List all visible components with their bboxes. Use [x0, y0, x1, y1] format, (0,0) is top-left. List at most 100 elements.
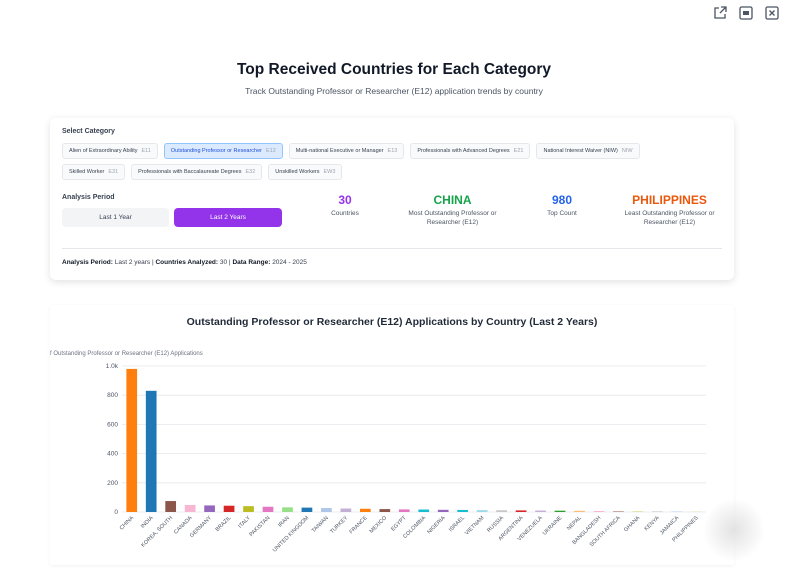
bar: [340, 508, 352, 512]
x-tick-label: MEXICO: [369, 515, 389, 535]
bar: [359, 508, 371, 512]
category-chip-label: Outstanding Professor or Researcher: [170, 148, 262, 154]
analysis-summary: Analysis Period: Last 2 years | Countrie…: [62, 259, 307, 266]
x-tick-label: ITALY: [237, 515, 252, 530]
x-tick-label: UNITED KINGDOM: [272, 515, 311, 554]
y-tick-label: 200: [107, 480, 118, 487]
category-chip[interactable]: Outstanding Professor or Researcher E12: [163, 143, 283, 159]
category-chip-code: E32: [245, 169, 256, 175]
category-chip[interactable]: Professionals with Baccalaureate Degrees…: [131, 164, 263, 180]
category-chip[interactable]: Unskilled Workers EW3: [268, 164, 343, 180]
x-tick-label: UKRAINE: [542, 515, 564, 537]
category-label: Select Category: [62, 128, 115, 135]
category-chip-code: EW3: [323, 169, 336, 175]
x-tick-label: GERMANY: [189, 515, 213, 539]
stat-most-value: CHINA: [433, 193, 472, 207]
summary-range-key: Data Range:: [232, 259, 271, 266]
stat-countries-value: 30: [338, 193, 352, 207]
period-last-2-years-button[interactable]: Last 2 Years: [174, 208, 282, 227]
chart-y-axis-label: f Outstanding Professor or Researcher (E…: [50, 351, 203, 357]
x-tick-label: TAIWAN: [311, 515, 330, 534]
bar: [282, 507, 293, 512]
bar: [535, 510, 546, 512]
external-link-icon[interactable]: [712, 5, 728, 21]
category-chip[interactable]: Alien of Extraordinary Ability E11: [62, 143, 158, 159]
stat-most-label: Most Outstanding Professor or Researcher…: [408, 210, 497, 226]
x-tick-label: VIETNAM: [464, 515, 486, 537]
category-chip-code: E31: [108, 169, 119, 175]
stat-most: CHINA Most Outstanding Professor or Rese…: [400, 193, 505, 228]
blurred-watermark: [705, 500, 763, 560]
category-chip-label: Professionals with Advanced Degrees: [417, 148, 510, 154]
bar: [262, 506, 274, 512]
summary-range-value: 2024 - 2025: [272, 259, 307, 266]
bar: [457, 509, 469, 512]
panel-divider: [62, 248, 722, 249]
close-icon[interactable]: [764, 5, 780, 21]
category-chip[interactable]: Multi-national Executive or Manager E13: [288, 143, 405, 159]
summary-countries-value: 30 |: [219, 259, 231, 266]
period-last-1-year-button[interactable]: Last 1 Year: [62, 208, 169, 227]
filter-panel: Select Category Alien of Extraordinary A…: [50, 118, 734, 280]
category-chip-label: Professionals with Baccalaureate Degrees: [138, 169, 242, 175]
x-tick-label: CHINA: [119, 515, 136, 532]
period-label: Analysis Period: [62, 194, 115, 201]
bar: [243, 506, 254, 512]
x-tick-label: PAKISTAN: [249, 515, 272, 538]
summary-countries-key: Countries Analyzed:: [155, 259, 219, 266]
y-tick-label: 400: [107, 451, 118, 458]
category-chip[interactable]: National Interest Waiver (NIW) NIW: [536, 143, 640, 159]
stat-countries-label: Countries: [331, 210, 359, 217]
bar: [184, 504, 196, 512]
bar: [126, 368, 138, 512]
bar: [398, 509, 410, 512]
bar: [379, 509, 391, 512]
category-chips: Alien of Extraordinary Ability E11 Outstan…: [62, 143, 722, 185]
bar: [593, 510, 605, 512]
x-tick-label: KENYA: [644, 515, 661, 532]
summary-period-value: Last 2 years |: [114, 259, 154, 266]
category-chip[interactable]: Professionals with Advanced Degrees E21: [410, 143, 531, 159]
summary-period-key: Analysis Period:: [62, 259, 113, 266]
x-tick-label: TURKEY: [329, 515, 349, 535]
bar: [301, 507, 313, 512]
chart-panel: [50, 305, 734, 565]
x-tick-label: GHANA: [623, 515, 641, 533]
y-tick-label: 1.0k: [106, 363, 119, 370]
bar: [574, 510, 585, 512]
bar: [496, 510, 507, 512]
category-chip-code: E13: [387, 148, 398, 154]
page-subtitle: Track Outstanding Professor or Researche…: [245, 86, 543, 96]
x-tick-label: INDIA: [140, 515, 155, 530]
x-tick-label: IRAN: [277, 515, 291, 529]
stat-top-count-label: Top Count: [547, 210, 577, 217]
stat-least: PHILIPPINES Least Outstanding Professor …: [617, 193, 722, 228]
bar: [223, 505, 235, 512]
category-chip-code: NIW: [621, 148, 633, 154]
bar: [632, 511, 644, 512]
chart-title: Outstanding Professor or Researcher (E12…: [186, 316, 598, 328]
bar: [165, 501, 177, 512]
stat-top-count: 980 Top Count: [517, 193, 607, 219]
x-tick-label: NEPAL: [566, 515, 583, 532]
y-tick-label: 800: [107, 392, 118, 399]
category-chip-label: Alien of Extraordinary Ability: [69, 148, 138, 154]
stat-top-count-value: 980: [551, 193, 573, 207]
category-chip-label: Skilled Worker: [69, 169, 105, 175]
x-tick-label: ISRAEL: [448, 515, 466, 533]
category-chip-code: E12: [265, 148, 276, 154]
category-chip-label: Unskilled Workers: [275, 169, 320, 175]
bar: [613, 511, 624, 512]
bar: [651, 511, 663, 512]
bar: [204, 505, 215, 512]
bar: [476, 510, 488, 512]
stat-least-label: Least Outstanding Professor or Researche…: [624, 210, 715, 226]
chip-row: Skilled Worker E31 Professionals with Bacc…: [62, 164, 722, 180]
bar: [418, 509, 430, 512]
minimize-icon[interactable]: [738, 5, 754, 21]
bar: [515, 510, 527, 512]
y-tick-label: 0: [114, 509, 118, 516]
category-chip[interactable]: Skilled Worker E31: [62, 164, 126, 180]
x-tick-label: NIGERIA: [426, 515, 446, 535]
